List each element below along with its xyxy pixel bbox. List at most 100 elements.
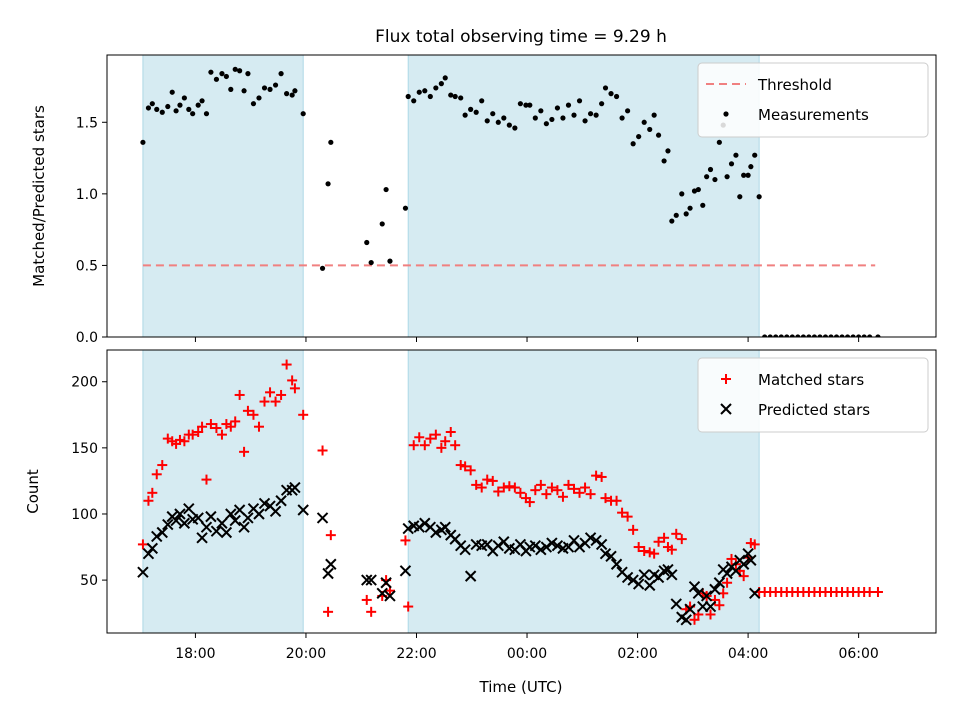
data-point — [875, 334, 881, 337]
data-point — [752, 152, 758, 158]
data-point — [195, 102, 201, 108]
data-point — [595, 538, 608, 551]
data-point — [490, 111, 496, 117]
data-point — [580, 482, 591, 493]
data-point — [817, 334, 823, 337]
data-point — [259, 396, 270, 407]
data-point — [625, 108, 631, 114]
data-point — [850, 334, 856, 337]
data-point — [517, 101, 523, 107]
x-axis-label: Time (UTC) — [479, 678, 563, 696]
data-point — [692, 587, 705, 600]
data-point — [704, 600, 717, 613]
data-point — [379, 221, 385, 227]
data-point — [723, 111, 729, 117]
data-point — [210, 525, 223, 537]
data-point — [137, 539, 148, 550]
data-point — [700, 202, 706, 208]
data-point — [289, 383, 300, 394]
data-point — [219, 71, 225, 77]
data-point — [487, 475, 498, 486]
data-point — [591, 470, 602, 481]
data-point — [193, 426, 204, 437]
data-point — [253, 508, 265, 520]
data-point — [745, 554, 757, 566]
y-tick-label: 200 — [71, 375, 98, 391]
data-point — [459, 543, 471, 556]
data-point — [230, 416, 241, 427]
y-tick-label: 100 — [71, 507, 98, 523]
shaded-interval — [142, 54, 304, 338]
data-point — [687, 205, 693, 211]
data-point — [669, 218, 675, 224]
y-axis-label: Matched/Predicted stars — [30, 105, 48, 287]
data-point — [811, 334, 818, 337]
data-point — [442, 75, 448, 81]
y-tick-label: 0.5 — [76, 258, 98, 274]
data-point — [319, 265, 326, 271]
data-point — [216, 429, 227, 440]
legend-label: Matched stars — [758, 371, 864, 389]
data-point — [229, 514, 241, 527]
data-point — [208, 69, 214, 75]
data-point — [289, 92, 295, 98]
data-point — [325, 558, 337, 570]
legend-label: Predicted stars — [758, 401, 870, 419]
data-point — [213, 76, 220, 82]
data-point — [644, 579, 656, 592]
data-point — [535, 479, 546, 490]
data-point — [422, 88, 428, 94]
data-point — [724, 174, 730, 180]
data-point — [384, 590, 396, 602]
data-point — [165, 103, 171, 110]
y-tick-label: 50 — [80, 573, 98, 589]
data-point — [602, 85, 609, 91]
data-point — [756, 194, 762, 200]
data-point — [464, 570, 477, 582]
y-tick-label: 1.0 — [76, 187, 98, 203]
data-point — [524, 497, 535, 508]
data-point — [627, 574, 639, 586]
data-point — [269, 505, 282, 518]
y-tick-label: 0.0 — [76, 330, 98, 346]
data-point — [689, 614, 700, 625]
data-point — [683, 211, 689, 217]
data-point — [425, 433, 436, 444]
x-tick-label: 04:00 — [728, 646, 768, 662]
x-tick-label: 22:00 — [396, 646, 436, 662]
data-point — [174, 508, 186, 520]
data-point — [636, 133, 642, 140]
data-point — [146, 542, 159, 555]
data-point — [795, 334, 801, 337]
data-point — [476, 482, 487, 493]
data-point — [242, 405, 253, 416]
data-point — [565, 102, 572, 108]
data-point — [833, 334, 840, 337]
data-point — [241, 88, 247, 94]
data-point — [322, 567, 334, 580]
data-point — [720, 403, 732, 415]
data-point — [199, 98, 205, 104]
data-point — [671, 528, 682, 539]
data-point — [187, 429, 198, 440]
data-point — [201, 474, 212, 485]
data-point — [527, 102, 533, 108]
data-point — [272, 82, 279, 88]
data-point — [684, 603, 696, 615]
data-point — [366, 606, 377, 617]
data-point — [169, 89, 175, 95]
data-point — [839, 334, 845, 337]
data-point — [587, 111, 594, 117]
data-point — [465, 465, 476, 476]
legend-label: Measurements — [758, 106, 869, 124]
data-point — [596, 471, 607, 482]
data-point — [225, 421, 236, 432]
data-point — [436, 442, 447, 453]
data-point — [156, 526, 168, 539]
data-point — [147, 487, 158, 498]
data-point — [220, 526, 233, 539]
data-point — [512, 125, 518, 131]
data-point — [427, 93, 433, 100]
data-point — [498, 482, 509, 493]
data-point — [328, 139, 334, 145]
